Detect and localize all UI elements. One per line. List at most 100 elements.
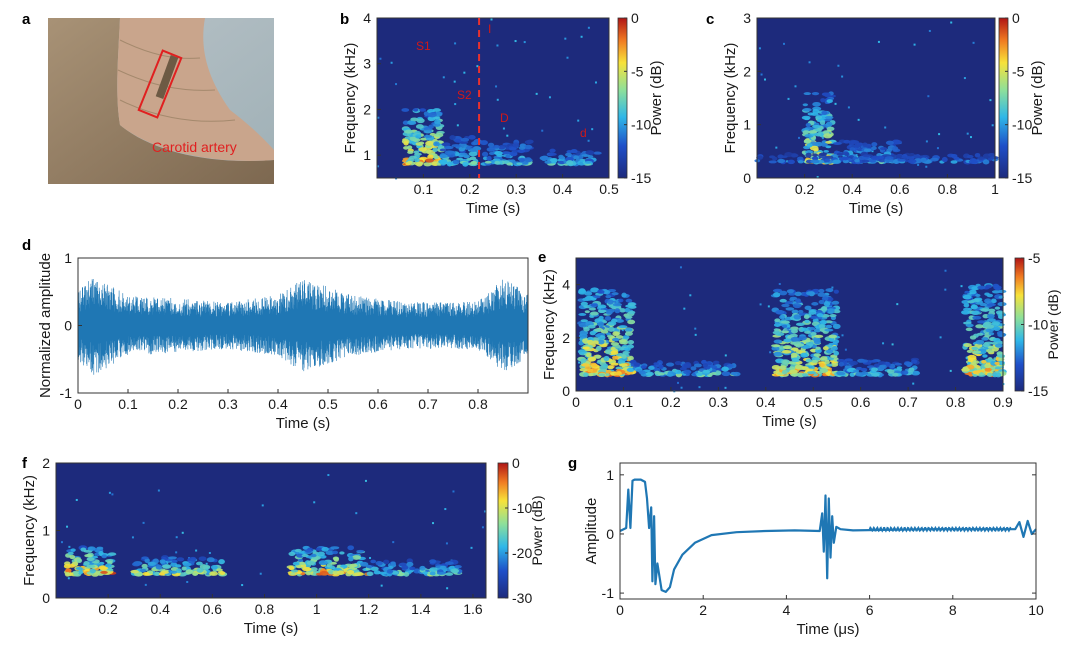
spectral-cell	[577, 349, 587, 355]
spectral-cell	[196, 567, 204, 573]
y-tick-label: 3	[743, 10, 751, 26]
spectral-cell	[587, 356, 597, 362]
spectral-cell	[65, 568, 72, 574]
spectral-cell	[871, 372, 880, 377]
spectral-cell	[168, 556, 177, 560]
noise-speck	[621, 329, 624, 332]
spectral-cell	[587, 324, 596, 329]
spectral-cell	[83, 561, 90, 566]
noise-speck	[66, 525, 69, 528]
noise-speck	[566, 56, 569, 59]
spectral-cell	[175, 568, 182, 574]
spectral-cell	[370, 559, 377, 564]
noise-speck	[108, 491, 111, 494]
spectral-cell	[468, 135, 476, 140]
spectral-cell	[169, 570, 178, 574]
noise-speck	[767, 305, 770, 308]
y-tick-label: 4	[562, 277, 570, 293]
spectral-cell	[781, 369, 788, 375]
spectral-cell	[786, 289, 794, 294]
noise-speck	[689, 294, 692, 297]
noise-speck	[844, 348, 847, 351]
noise-speck	[944, 269, 947, 272]
spectral-cell	[627, 339, 635, 345]
spectral-cell	[815, 346, 821, 350]
spectral-cell	[590, 363, 598, 368]
spectral-cell	[961, 310, 971, 315]
spectral-cell	[805, 341, 815, 347]
spectral-cell	[812, 124, 821, 129]
spectral-cell	[422, 571, 429, 575]
spectral-cell	[970, 304, 978, 310]
y-tick-label: 0	[562, 383, 570, 399]
noise-speck	[831, 286, 834, 289]
spectral-cell	[963, 303, 970, 308]
x-tick-label: 0.2	[168, 396, 188, 412]
spectral-cell	[812, 101, 821, 107]
spectral-cell	[965, 323, 974, 328]
spectral-cell	[809, 315, 818, 320]
x-axis-label: Time (μs)	[796, 621, 859, 638]
noise-speck	[683, 307, 686, 310]
spectral-cell	[982, 354, 988, 358]
spectral-cell	[993, 326, 1001, 332]
spectral-cell	[597, 289, 605, 294]
spectral-cell	[726, 363, 734, 368]
spectral-cell	[813, 339, 821, 345]
spectral-cell	[310, 553, 317, 558]
spectral-cell	[407, 150, 414, 154]
spectral-cell	[675, 369, 682, 375]
noise-speck	[523, 41, 526, 44]
spectral-cell	[981, 337, 989, 341]
spectral-cell	[817, 370, 823, 375]
noise-speck	[490, 18, 493, 21]
spectral-cell	[505, 154, 511, 159]
noise-speck	[446, 587, 449, 590]
spectral-cell	[498, 145, 506, 150]
spectral-cell	[434, 132, 444, 138]
spectral-cell	[988, 152, 996, 157]
panel-label-f: f	[22, 455, 28, 472]
spectral-cell	[383, 559, 390, 565]
x-tick-label: 0.2	[98, 601, 118, 617]
spectrogram-e: 0 0.1 0.2 0.3 0.4 0.5 0.6 0.7 0.8 0.9 0 2 4 Time (s) F…	[541, 250, 1061, 430]
x-tick-label: 0.6	[890, 181, 910, 197]
noise-speck	[454, 103, 457, 106]
spectral-cell	[789, 369, 798, 374]
x-tick-label: 0.1	[118, 396, 138, 412]
spectral-cell	[598, 373, 606, 377]
spectral-cell	[825, 349, 834, 354]
spectral-cell	[788, 366, 796, 371]
y-tick-label: 1	[743, 117, 751, 133]
spectral-cell	[329, 565, 336, 570]
spectral-cell	[375, 560, 383, 566]
spectral-cell	[658, 364, 664, 370]
colorbar-tick-label: 0	[512, 455, 520, 471]
colorbar-tick-label: -15	[1028, 383, 1048, 399]
noise-speck	[463, 71, 466, 74]
spectral-cell	[487, 142, 495, 148]
spectral-cell	[848, 141, 855, 146]
spectral-cell	[566, 160, 574, 166]
spectral-cell	[808, 327, 816, 331]
spectral-cell	[994, 306, 1001, 310]
spectral-cell	[593, 328, 602, 332]
spectral-cell	[820, 98, 826, 103]
spectral-cell	[142, 571, 150, 576]
spectral-cell	[778, 155, 788, 159]
spectral-cell	[879, 364, 887, 370]
spectral-cell	[995, 366, 1002, 370]
noise-speck	[580, 35, 583, 38]
spectral-cell	[977, 285, 986, 290]
spectral-cell	[484, 160, 492, 164]
spectral-cell	[139, 568, 147, 573]
spectral-cell	[802, 103, 809, 107]
noise-speck	[186, 580, 189, 583]
colorbar-label: Power (dB)	[1029, 60, 1046, 135]
spectral-cell	[775, 309, 784, 315]
noise-speck	[75, 498, 78, 501]
spectral-cell	[429, 571, 436, 576]
noise-speck	[564, 37, 567, 40]
spectral-cell	[512, 142, 520, 148]
